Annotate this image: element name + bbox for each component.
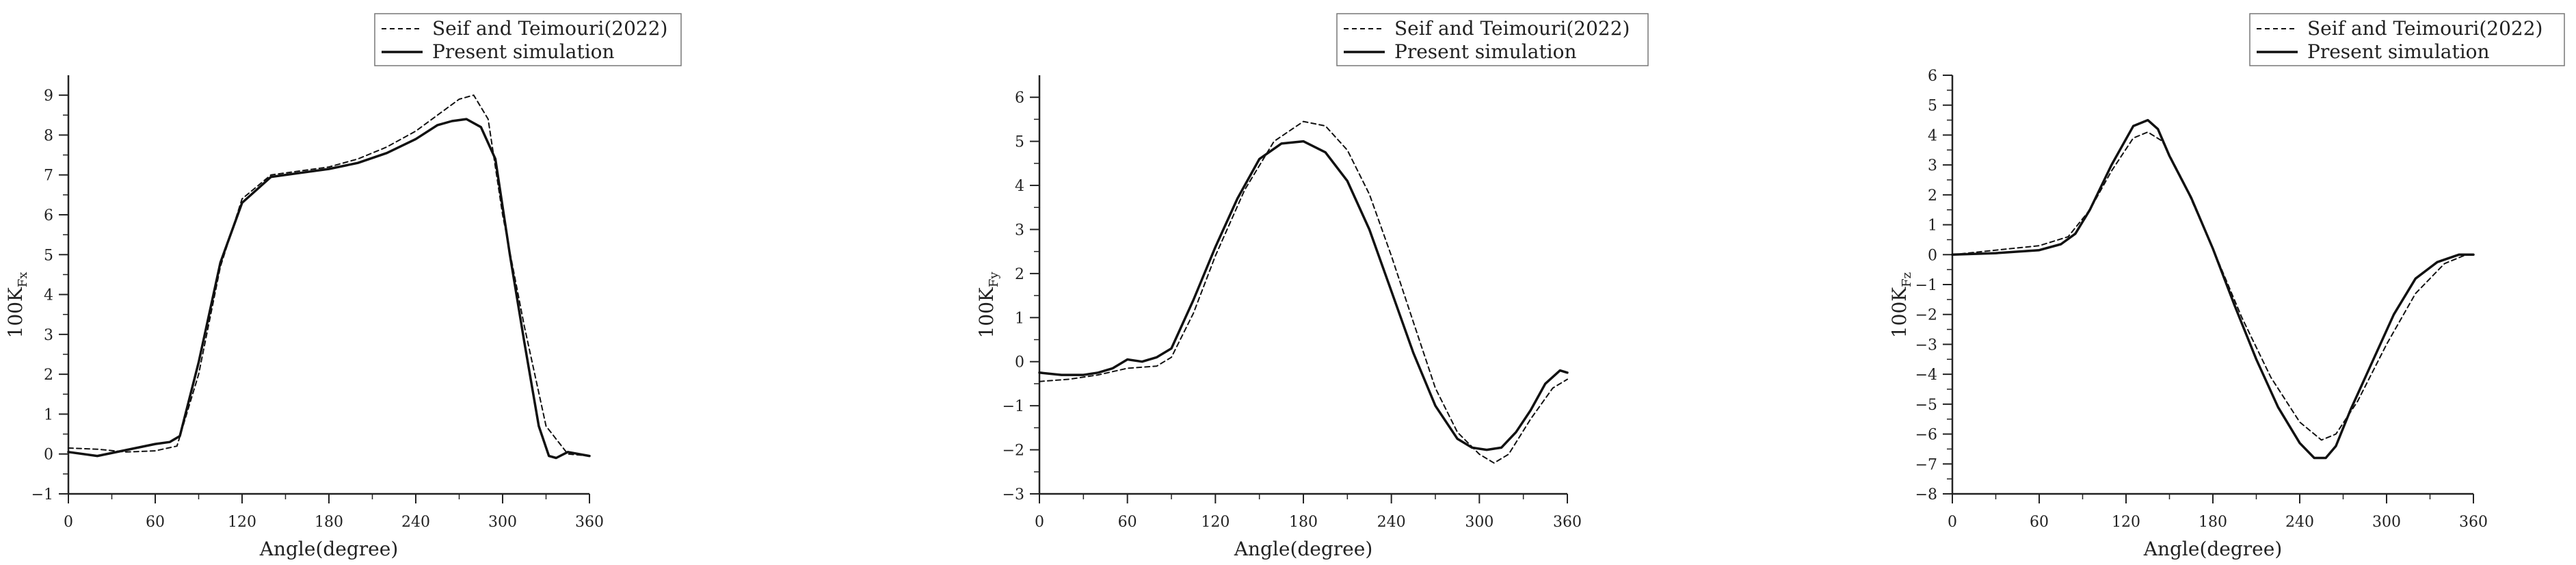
legend-box [374, 13, 682, 66]
x-tick-label: 300 [2372, 514, 2401, 531]
y-axis-label: 100KFx [4, 272, 30, 338]
y-tick-label: −1 [31, 486, 53, 503]
chart-panel-3: 0 60 120 180 240 300 360 −8 −7 −6 −5 −4 −3 −2 −1 0 1 2 3 4 5… [1888, 13, 2565, 560]
y-tick-label: −8 [1915, 486, 1937, 503]
y-tick-label: 2 [1015, 266, 1024, 283]
y-tick-label: 1 [1015, 310, 1024, 327]
y-tick-label: 7 [44, 168, 53, 185]
series-line-reference [68, 94, 590, 457]
y-tick-label: 1 [44, 406, 53, 423]
x-tick-label: 120 [1201, 514, 1230, 531]
x-tick-label: 0 [64, 514, 73, 531]
y-tick-label: −1 [1915, 277, 1937, 294]
y-tick-label: 4 [1015, 178, 1024, 195]
y-tick-label: 3 [1015, 222, 1024, 239]
y-tick-label: 0 [1928, 247, 1937, 264]
chart-panel-1: 0 60 120 180 240 300 360 −1 0 1 2 3 4 5 6 7 8 9 Angle(degr… [4, 13, 682, 560]
y-tick-label: −2 [1002, 443, 1024, 460]
x-tick-label: 120 [2112, 514, 2140, 531]
y-tick-label: 0 [1015, 354, 1024, 371]
y-tick-label: 5 [1015, 134, 1024, 151]
y-tick-label: 6 [1928, 68, 1937, 85]
x-axis-label: Angle(degree) [1234, 538, 1373, 560]
x-tick-label: 180 [315, 514, 343, 531]
y-tick-label: 6 [1015, 90, 1024, 107]
chart-panel-2: 0 60 120 180 240 300 360 −3 −2 −1 0 1 2 3 4 5 6 Angle(deg… [975, 13, 1649, 560]
y-tick-label: 1 [1928, 218, 1937, 235]
legend-label: Present simulation [1394, 40, 1577, 63]
y-tick-label: 2 [44, 367, 53, 384]
series-line-reference [1039, 120, 1568, 464]
x-tick-label: 120 [228, 514, 256, 531]
series-line-reference [1952, 131, 2474, 441]
x-tick-label: 180 [1289, 514, 1318, 531]
x-tick-label: 60 [2030, 514, 2049, 531]
y-tick-label: −7 [1915, 456, 1937, 473]
legend: Seif and Teimouri(2022)Present simulatio… [1336, 13, 1649, 66]
x-axis-label: Angle(degree) [2143, 538, 2283, 560]
x-tick-label: 300 [1465, 514, 1493, 531]
legend-box [2249, 13, 2565, 66]
legend-label: Present simulation [2307, 40, 2490, 63]
legend-label: Seif and Teimouri(2022) [1394, 17, 1630, 40]
y-axis-label: 100KFz [1888, 272, 1914, 338]
y-tick-label: 2 [1928, 187, 1937, 205]
legend: Seif and Teimouri(2022)Present simulatio… [374, 13, 682, 66]
x-tick-label: 240 [401, 514, 430, 531]
y-tick-label: 5 [44, 247, 53, 264]
series-line-simulation [67, 118, 591, 460]
y-tick-label: 9 [44, 88, 53, 105]
x-tick-label: 60 [146, 514, 165, 531]
y-axis-label: 100KFy [975, 272, 1001, 339]
y-tick-label: 8 [44, 127, 53, 144]
x-tick-label: 360 [575, 514, 604, 531]
y-tick-label: −6 [1915, 427, 1937, 444]
x-tick-label: 0 [1948, 514, 1957, 531]
legend-label: Present simulation [432, 40, 615, 63]
legend-label: Seif and Teimouri(2022) [432, 17, 667, 40]
x-tick-label: 240 [1377, 514, 1406, 531]
x-tick-label: 180 [2199, 514, 2227, 531]
x-tick-label: 360 [2459, 514, 2488, 531]
y-tick-label: 3 [44, 327, 53, 344]
legend-label: Seif and Teimouri(2022) [2307, 17, 2542, 40]
y-tick-label: −5 [1915, 397, 1937, 414]
x-tick-label: 360 [1553, 514, 1582, 531]
x-tick-label: 300 [488, 514, 517, 531]
x-tick-label: 0 [1035, 514, 1044, 531]
y-tick-label: −2 [1915, 307, 1937, 324]
series-line-simulation [1038, 140, 1569, 451]
y-tick-label: −3 [1915, 337, 1937, 354]
legend-box [1336, 13, 1649, 66]
y-tick-label: 0 [44, 447, 53, 464]
y-tick-label: −4 [1915, 367, 1937, 384]
x-axis-label: Angle(degree) [259, 538, 399, 560]
legend: Seif and Teimouri(2022)Present simulatio… [2249, 13, 2565, 66]
x-tick-label: 240 [2285, 514, 2314, 531]
y-tick-label: 5 [1928, 98, 1937, 115]
y-tick-label: 4 [44, 287, 53, 304]
y-tick-label: −1 [1002, 398, 1024, 415]
y-tick-label: 4 [1928, 127, 1937, 144]
x-tick-label: 60 [1118, 514, 1137, 531]
y-tick-label: 6 [44, 207, 53, 224]
series-line-simulation [1951, 118, 2475, 460]
y-tick-label: −3 [1002, 486, 1024, 503]
y-tick-label: 3 [1928, 157, 1937, 174]
